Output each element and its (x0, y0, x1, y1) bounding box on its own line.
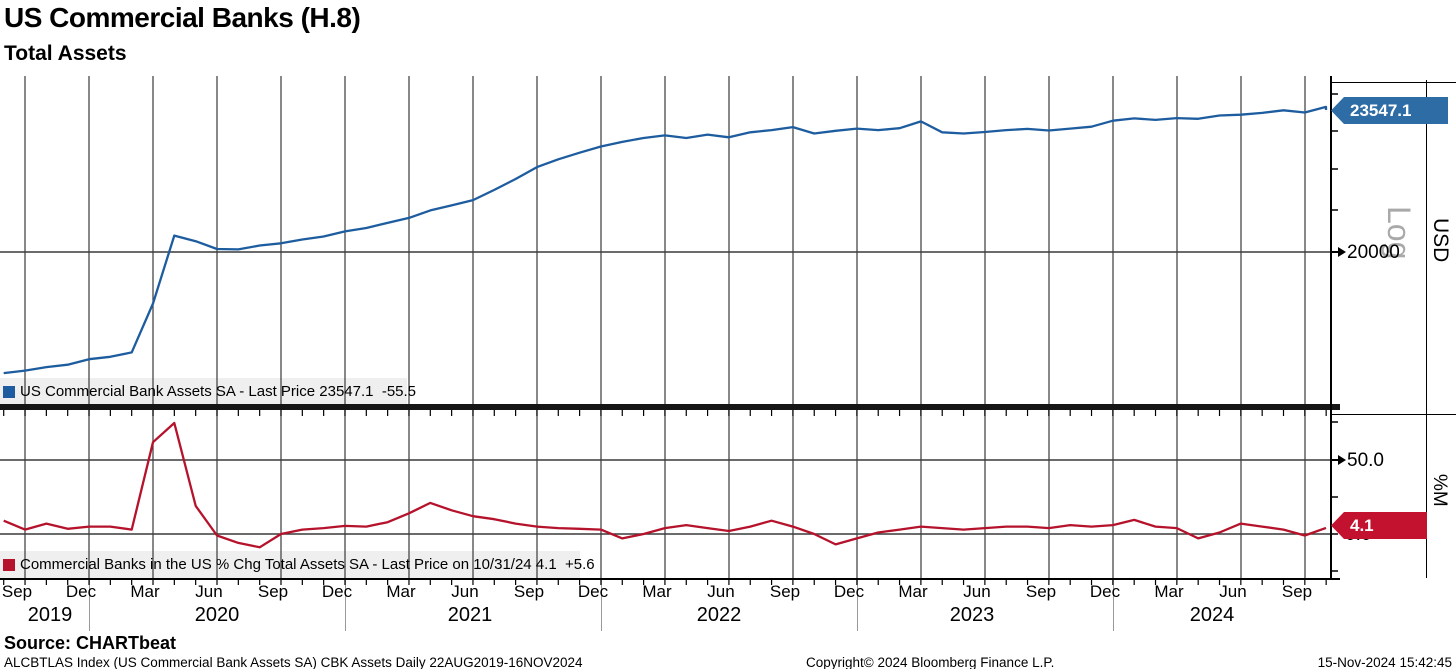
year-separator (345, 580, 346, 631)
source-label: Source: CHARTbeat (4, 633, 177, 653)
x-axis-month-label: Mar (642, 582, 672, 601)
monthly-ticks-bottom (3, 579, 1327, 585)
x-axis-month-label: Sep (513, 582, 545, 601)
year-separator (1113, 580, 1114, 631)
x-axis-month-label: Dec (65, 582, 97, 601)
top-legend-background (0, 378, 407, 405)
x-axis-month-label: Jun (195, 582, 223, 601)
x-axis-month-label: Mar (386, 582, 416, 601)
x-axis-month-label: Jun (1219, 582, 1247, 601)
timestamp-label: 15-Nov-2024 15:42:45 (1317, 655, 1452, 669)
y-tick-50: 50.0 (1347, 450, 1384, 471)
red-series-swatch-icon (3, 558, 15, 571)
x-axis-line (0, 578, 1340, 580)
top-legend: US Commercial Bank Assets SA - Last Pric… (3, 378, 416, 405)
page-subtitle: Total Assets (4, 42, 127, 65)
bottom-legend-label: Commercial Banks in the US % Chg Total A… (20, 556, 595, 573)
x-axis-month-label: Jun (707, 582, 735, 601)
x-axis-month-label: Mar (130, 582, 160, 601)
panel-separator (0, 404, 1340, 410)
x-axis-month-label: Sep (257, 582, 289, 601)
x-axis-month-label: Sep (1025, 582, 1057, 601)
copyright-label: Copyright© 2024 Bloomberg Finance L.P. (806, 655, 1055, 669)
year-separator (89, 580, 90, 631)
page-title: US Commercial Banks (H.8) (4, 2, 361, 33)
monthly-ticks-mid (3, 410, 1327, 416)
x-axis-year-label: 2021 (447, 604, 493, 626)
x-axis-month-label: Sep (1, 582, 33, 601)
x-axis-month-label: Dec (577, 582, 609, 601)
x-axis-month-label: Mar (898, 582, 928, 601)
top-panel-plot (0, 76, 1330, 405)
bottom-legend: Commercial Banks in the US % Chg Total A… (3, 551, 595, 578)
year-separator (857, 580, 858, 631)
last-price-tag-top: 23547.1 (1331, 97, 1448, 124)
x-axis-month-labels: Sep Dec Mar Jun Sep Dec Mar Jun Sep Dec Mar Jun Sep D… (0, 582, 1340, 602)
axis-column-divider (1426, 80, 1427, 578)
x-axis-year-label: 2024 (1189, 604, 1235, 626)
x-axis-year-label: 2022 (696, 604, 742, 626)
last-price-tag-bottom: 4.1 (1331, 512, 1427, 539)
axis-column-mid-border (1330, 414, 1456, 415)
bottom-legend-background (0, 551, 580, 578)
x-axis-month-label: Sep (1281, 582, 1313, 601)
blue-series-swatch-icon (3, 385, 15, 398)
x-axis-month-label: Dec (321, 582, 353, 601)
x-axis-month-label: Sep (769, 582, 801, 601)
x-axis-month-label: Dec (833, 582, 865, 601)
top-legend-label: US Commercial Bank Assets SA - Last Pric… (20, 383, 417, 400)
log-scale-label: Log (1381, 206, 1417, 260)
x-axis-month-label: Jun (451, 582, 479, 601)
x-axis-month-label: Jun (963, 582, 991, 601)
ticker-meta-label: ALCBTLAS Index (US Commercial Bank Asset… (4, 655, 583, 669)
year-separator (601, 580, 602, 631)
y-tick-20000: 20000 (1347, 242, 1400, 263)
x-axis-year-label: 2023 (949, 604, 995, 626)
x-axis-year-label: 2020 (194, 604, 240, 626)
bottom-panel-plot (0, 410, 1330, 578)
right-axis-line (1330, 76, 1332, 579)
x-axis-year-labels: 2019 2020 2021 2022 2023 2024 (0, 604, 1340, 626)
x-axis-month-label: Dec (1089, 582, 1121, 601)
percent-monthly-unit-label: %M (1429, 474, 1450, 507)
axis-column-top-border (1330, 82, 1456, 83)
x-axis-year-label: 2019 (27, 604, 73, 626)
usd-unit-label: USD (1429, 218, 1452, 263)
x-axis-month-label: Mar (1154, 582, 1184, 601)
